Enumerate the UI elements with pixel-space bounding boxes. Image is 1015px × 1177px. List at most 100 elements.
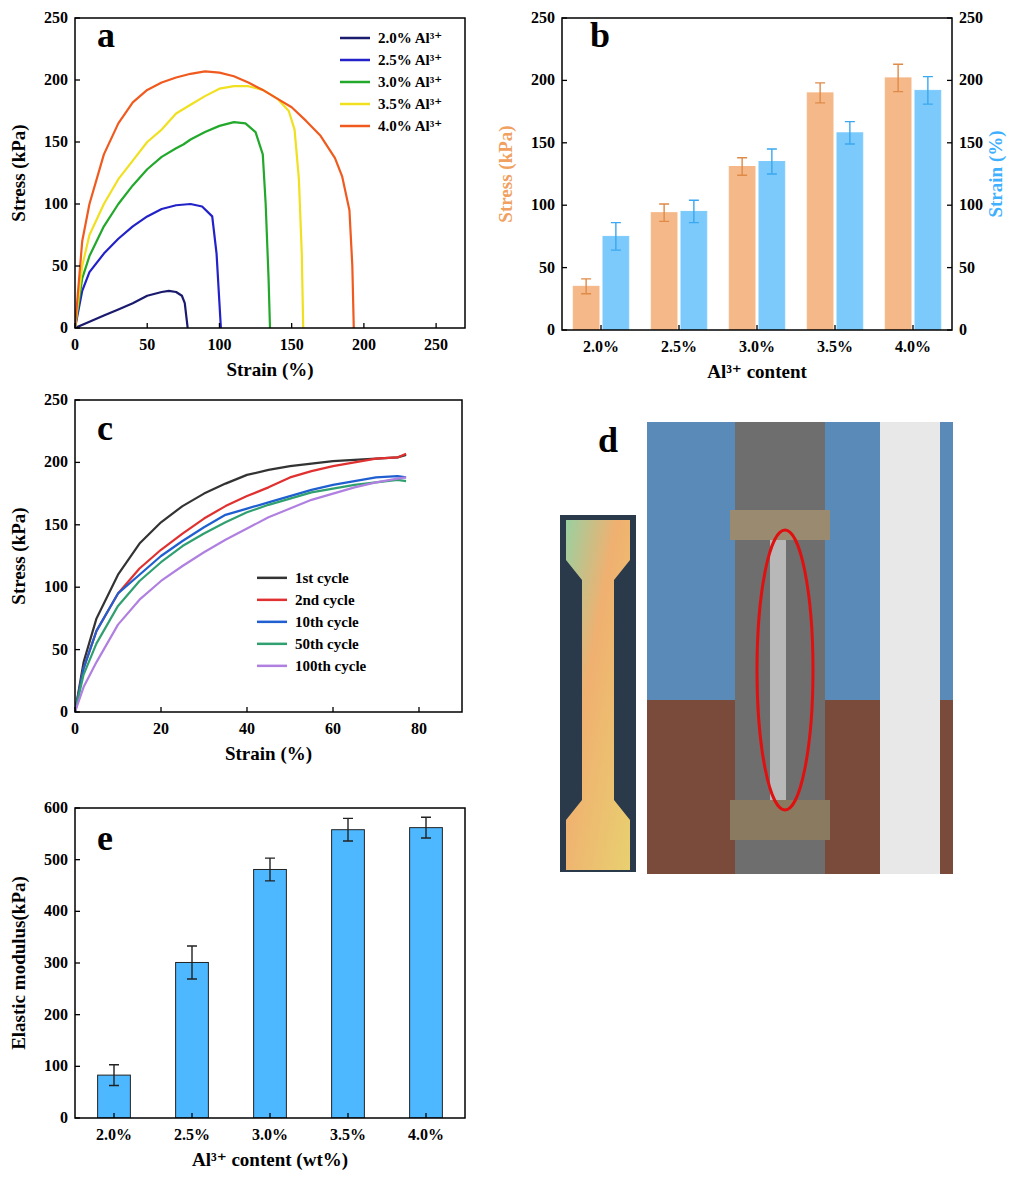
- error-bar: [187, 946, 197, 979]
- tick: [363, 323, 364, 328]
- bar: [807, 93, 833, 330]
- plot-area: [75, 71, 354, 328]
- line: [75, 477, 406, 712]
- tick-label: 100: [44, 578, 68, 595]
- tick: [75, 141, 80, 142]
- tick-label: 3.5%: [330, 1126, 366, 1143]
- tick-label: 2.0%: [583, 338, 619, 355]
- tick-label: 600: [44, 799, 68, 816]
- tick: [291, 323, 292, 328]
- tick-label: 2.5%: [661, 338, 697, 355]
- specimen: [770, 540, 786, 800]
- bar: [729, 167, 755, 330]
- tick-label: 3.0%: [252, 1126, 288, 1143]
- line: [75, 454, 406, 712]
- photo-bg: [560, 515, 636, 872]
- tick-label: 200: [959, 71, 983, 88]
- tick: [600, 325, 601, 330]
- panel: 01002003004005006002.0%2.5%3.0%3.5%4.0%A…: [8, 799, 465, 1171]
- tick: [75, 962, 80, 963]
- error-bar: [845, 122, 855, 144]
- line: [75, 86, 303, 328]
- window-frame: [880, 422, 940, 874]
- error-bar: [689, 200, 699, 222]
- legend-label: 4.0% Al³⁺: [378, 118, 442, 134]
- tick-label: 0: [60, 703, 68, 720]
- tick-label: 100: [44, 195, 68, 212]
- legend-swatch: [340, 125, 370, 128]
- legend-swatch: [257, 643, 287, 646]
- error-bar: [611, 223, 621, 250]
- tick-label: 300: [44, 954, 68, 971]
- legend-label: 2.5% Al³⁺: [378, 52, 442, 68]
- photo-bg: [647, 422, 953, 874]
- bar: [651, 213, 677, 330]
- tick-label: 150: [531, 134, 555, 151]
- legend-swatch: [257, 621, 287, 624]
- tick: [562, 142, 567, 143]
- axis-title: Elastic modulus(kPa): [8, 876, 30, 1050]
- tick-label: 3.5%: [817, 338, 853, 355]
- axis-title: Strain (%): [225, 743, 312, 765]
- axis-title: Al³⁺ content: [707, 361, 807, 382]
- tick: [75, 649, 80, 650]
- tick: [75, 711, 80, 712]
- legend-label: 1st cycle: [295, 570, 349, 586]
- error-bar: [893, 64, 903, 91]
- tick: [562, 205, 567, 206]
- tick: [246, 707, 247, 712]
- tick: [75, 462, 80, 463]
- tick-label: 4.0%: [408, 1126, 444, 1143]
- tick-label: 200: [352, 336, 376, 353]
- tick-label: 250: [959, 9, 983, 26]
- tick: [75, 1014, 80, 1015]
- legend-label: 50th cycle: [295, 636, 359, 652]
- error-bar: [265, 858, 275, 881]
- tick: [435, 323, 436, 328]
- tick-label: 250: [44, 9, 68, 26]
- tick: [74, 323, 75, 328]
- error-bar: [923, 77, 933, 104]
- tick: [562, 329, 567, 330]
- bar: [410, 828, 443, 1118]
- tick: [947, 267, 952, 268]
- legend-label: 3.5% Al³⁺: [378, 96, 442, 112]
- legend-label: 2nd cycle: [295, 592, 355, 608]
- tick-label: 0: [71, 336, 79, 353]
- plot-area: [573, 78, 940, 330]
- tick-label: 100: [207, 336, 231, 353]
- sample: [566, 520, 630, 870]
- tick: [947, 80, 952, 81]
- tick: [562, 80, 567, 81]
- tick-label: 80: [411, 720, 427, 737]
- tick: [912, 325, 913, 330]
- tick-label: 400: [44, 902, 68, 919]
- bar: [176, 962, 209, 1118]
- legend-label: 3.0% Al³⁺: [378, 74, 442, 90]
- axis-title: Stress (kPa): [495, 125, 517, 222]
- bar: [681, 211, 707, 330]
- tick-label: 4.0%: [895, 338, 931, 355]
- tick-label: 200: [44, 1006, 68, 1023]
- tick-label: 0: [71, 720, 79, 737]
- tick: [75, 399, 80, 400]
- tick-label: 250: [44, 391, 68, 408]
- error-bar: [581, 279, 591, 294]
- panel-letter: d: [598, 420, 618, 460]
- tick-label: 50: [52, 641, 68, 658]
- tick: [418, 707, 419, 712]
- tick-label: 250: [424, 336, 448, 353]
- tick: [75, 1117, 80, 1118]
- axis-title: Stress (kPa): [8, 507, 30, 604]
- error-bar: [421, 817, 431, 838]
- panel: 050100150200250020406080Strain (%)Stress…: [8, 391, 462, 765]
- legend-swatch: [340, 81, 370, 84]
- plot-area: [75, 454, 406, 712]
- tick: [113, 1113, 114, 1118]
- line: [75, 204, 221, 328]
- tick: [191, 1113, 192, 1118]
- legend-label: 100th cycle: [295, 658, 367, 674]
- line: [75, 71, 354, 328]
- legend-swatch: [257, 577, 287, 580]
- frame: [75, 808, 465, 1118]
